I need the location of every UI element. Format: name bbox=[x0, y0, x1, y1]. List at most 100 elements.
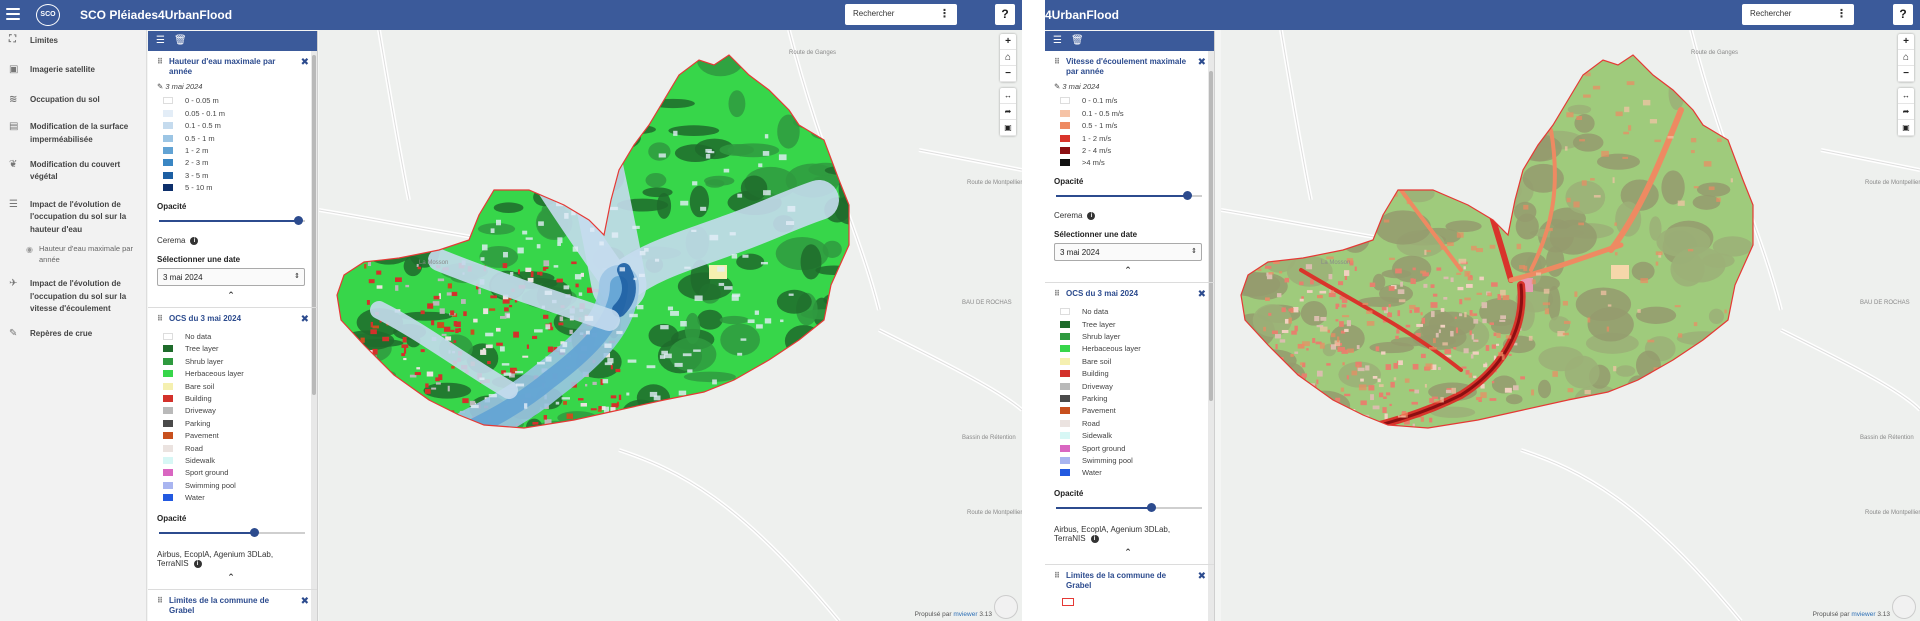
app-logo: SCO bbox=[36, 4, 60, 26]
zoom-in-icon[interactable]: + bbox=[1898, 34, 1914, 50]
opacity-slider[interactable] bbox=[1056, 502, 1202, 513]
home-icon[interactable]: ⌂ bbox=[1898, 50, 1914, 66]
legend-label: Driveway bbox=[1082, 381, 1113, 391]
image-export-icon[interactable]: ▣ bbox=[1000, 120, 1016, 136]
legend-item: Water bbox=[1054, 467, 1202, 479]
opacity-slider[interactable] bbox=[1056, 191, 1202, 201]
collapse-icon[interactable]: ⌃ bbox=[1124, 546, 1132, 557]
left-screenshot: SCO SCO Pléiades4UrbanFlood Rechercher ⋮… bbox=[0, 0, 1022, 621]
legend-swatch bbox=[1060, 456, 1070, 464]
right-screenshot: 4UrbanFlood Rechercher ⋮ ? ☰ 🗑 ⠿ Vitesse… bbox=[1045, 0, 1920, 621]
help-button[interactable]: ? bbox=[1893, 4, 1913, 25]
close-icon[interactable]: ✖ bbox=[1197, 570, 1206, 582]
drag-handle-icon[interactable]: ⠿ bbox=[1054, 570, 1061, 580]
legend-item: Herbaceous layer bbox=[157, 367, 305, 379]
map-view[interactable]: Route de Ganges Route de Montpellier La Mo… bbox=[1221, 30, 1920, 621]
north-arrow-icon[interactable] bbox=[994, 595, 1018, 619]
info-icon[interactable]: i bbox=[1090, 534, 1099, 543]
opacity-slider[interactable] bbox=[159, 527, 305, 538]
map-place-label: Route de Ganges bbox=[789, 50, 837, 56]
legend-swatch bbox=[1060, 432, 1070, 440]
search-input[interactable]: Rechercher ⋮ bbox=[1742, 4, 1854, 25]
info-icon[interactable]: i bbox=[190, 236, 199, 245]
north-arrow-icon[interactable] bbox=[1892, 595, 1916, 619]
close-icon[interactable]: ✖ bbox=[300, 57, 309, 68]
image-export-icon[interactable]: ▣ bbox=[1898, 120, 1914, 136]
close-icon[interactable]: ✖ bbox=[300, 595, 309, 607]
date-select[interactable]: 3 mai 2024 ⇕ bbox=[157, 267, 305, 286]
legend-swatch bbox=[1060, 332, 1070, 340]
legend-label: Road bbox=[1082, 418, 1100, 428]
map-canvas[interactable] bbox=[319, 30, 1022, 621]
document-icon: ▤ bbox=[9, 121, 19, 133]
map-view[interactable]: Route de Ganges Route de Montpellier La Mo… bbox=[319, 30, 1022, 621]
legend-item: Pavement bbox=[157, 429, 305, 441]
map-place-label: Bassin de Rétention bbox=[962, 435, 1016, 441]
drag-handle-icon[interactable]: ⠿ bbox=[1054, 57, 1061, 66]
menu-icon[interactable] bbox=[6, 8, 20, 20]
legend-item: Sport ground bbox=[157, 467, 305, 479]
boundary-icon: ⛶ bbox=[9, 34, 16, 45]
trash-icon[interactable]: 🗑 bbox=[1071, 35, 1084, 46]
sidebar-item-impermeable[interactable]: ▤ Modification de la surface imperméabil… bbox=[9, 121, 129, 144]
sidebar-item-hauteur-eau[interactable]: ☰ Impact de l'évolution de l'occupation … bbox=[9, 198, 127, 234]
legend-swatch bbox=[163, 382, 173, 390]
drag-handle-icon[interactable]: ⠿ bbox=[157, 313, 164, 323]
search-input[interactable]: Rechercher ⋮ bbox=[845, 4, 957, 25]
legend-label: Water bbox=[1082, 468, 1102, 478]
legend-label: Swimming pool bbox=[1082, 455, 1133, 465]
search-options-icon[interactable]: ⋮ bbox=[939, 8, 950, 20]
collapse-icon[interactable]: ⌃ bbox=[227, 289, 235, 300]
zoom-out-icon[interactable]: − bbox=[1000, 66, 1016, 82]
sidebar-item-vitesse[interactable]: ✈ Impact de l'évolution de l'occupation … bbox=[9, 278, 127, 314]
info-icon[interactable]: i bbox=[193, 559, 202, 568]
legend-item: 0.5 - 1 m/s bbox=[1054, 120, 1202, 132]
credit-link[interactable]: mviewer bbox=[953, 611, 978, 618]
share-icon[interactable]: ➦ bbox=[1898, 104, 1914, 120]
list-icon[interactable]: ☰ bbox=[156, 35, 165, 46]
date-select[interactable]: 3 mai 2024 ⇕ bbox=[1054, 243, 1202, 262]
sidebar-subitem-hauteur[interactable]: ◉ Hauteur d'eau maximale par année bbox=[26, 243, 133, 265]
panel-scrollbar[interactable] bbox=[1208, 51, 1214, 621]
home-icon[interactable]: ⌂ bbox=[1000, 50, 1016, 66]
help-button[interactable]: ? bbox=[995, 4, 1015, 25]
legend-item: Sport ground bbox=[1054, 442, 1202, 454]
close-icon[interactable]: ✖ bbox=[300, 313, 309, 325]
legend-label: 2 - 3 m bbox=[185, 158, 209, 168]
zoom-in-icon[interactable]: + bbox=[1000, 34, 1016, 50]
measure-icon[interactable]: ↔ bbox=[1898, 88, 1914, 104]
map-canvas[interactable] bbox=[1221, 30, 1920, 621]
collapse-icon[interactable]: ⌃ bbox=[1124, 265, 1132, 276]
sidebar-item-reperes[interactable]: ✎ Repères de crue bbox=[9, 327, 93, 339]
share-icon[interactable]: ➦ bbox=[1000, 104, 1016, 120]
trash-icon[interactable]: 🗑 bbox=[174, 35, 187, 46]
search-options-icon[interactable]: ⋮ bbox=[1836, 8, 1847, 20]
legend-label: No data bbox=[185, 331, 212, 341]
legend-swatch bbox=[1060, 469, 1070, 477]
panel-scrollbar[interactable] bbox=[311, 51, 317, 621]
limits-layer: ⠿ Limites de la commune de Grabel ✖ bbox=[1045, 565, 1214, 612]
list-icon[interactable]: ☰ bbox=[1053, 35, 1062, 46]
close-icon[interactable]: ✖ bbox=[1197, 57, 1206, 68]
sidebar-item-occupation[interactable]: ≋ Occupation du sol bbox=[9, 93, 100, 105]
close-icon[interactable]: ✖ bbox=[1197, 289, 1206, 301]
drag-handle-icon[interactable]: ⠿ bbox=[157, 595, 164, 605]
collapse-icon[interactable]: ⌃ bbox=[227, 571, 235, 582]
zoom-out-icon[interactable]: − bbox=[1898, 66, 1914, 82]
measure-icon[interactable]: ↔ bbox=[1000, 88, 1016, 104]
info-icon[interactable]: i bbox=[1087, 212, 1096, 221]
map-place-label: Route de Montpellier bbox=[1865, 180, 1920, 186]
legend-label: 3 - 5 m bbox=[185, 170, 209, 180]
legend-label: Sidewalk bbox=[1082, 431, 1113, 441]
credit-link[interactable]: mviewer bbox=[1851, 611, 1876, 618]
app-title: SCO Pléiades4UrbanFlood bbox=[80, 8, 233, 22]
sidebar-item-vegetal[interactable]: ❦ Modification du couvert végétal bbox=[9, 158, 121, 182]
sidebar-item-imagerie[interactable]: ▣ Imagerie satellite bbox=[9, 64, 95, 76]
legend-swatch bbox=[163, 184, 173, 192]
opacity-slider[interactable] bbox=[159, 215, 305, 226]
map-place-label: Bassin de Rétention bbox=[1860, 435, 1914, 441]
drag-handle-icon[interactable]: ⠿ bbox=[1054, 289, 1061, 299]
sidebar-item-limites[interactable]: ⛶ Limites bbox=[9, 34, 59, 46]
drag-handle-icon[interactable]: ⠿ bbox=[157, 57, 164, 66]
search-placeholder: Rechercher bbox=[853, 9, 895, 18]
